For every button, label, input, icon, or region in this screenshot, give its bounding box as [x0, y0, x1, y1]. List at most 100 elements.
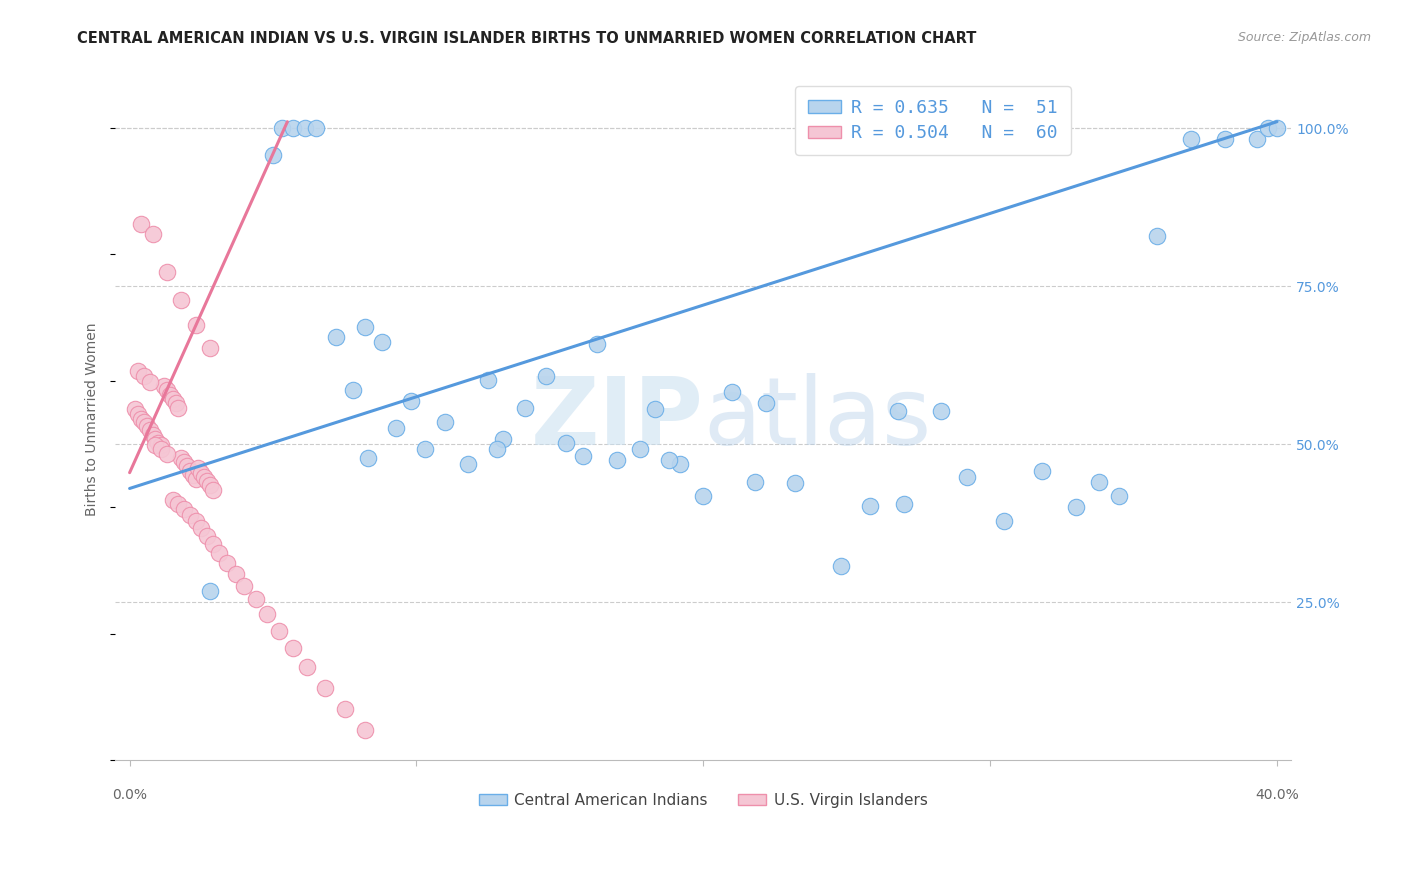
Point	[162, 392, 184, 406]
Point	[233, 579, 256, 593]
Point	[127, 364, 149, 378]
Point	[156, 447, 179, 461]
Text: Source: ZipAtlas.com: Source: ZipAtlas.com	[1237, 31, 1371, 45]
Point	[413, 442, 436, 457]
Point	[195, 529, 218, 543]
Point	[184, 514, 207, 528]
Point	[669, 458, 692, 472]
Point	[1108, 489, 1130, 503]
Point	[993, 514, 1015, 528]
Point	[534, 368, 557, 383]
Text: CENTRAL AMERICAN INDIAN VS U.S. VIRGIN ISLANDER BIRTHS TO UNMARRIED WOMEN CORREL: CENTRAL AMERICAN INDIAN VS U.S. VIRGIN I…	[77, 31, 977, 46]
Point	[170, 451, 193, 466]
Point	[138, 376, 160, 390]
Point	[371, 334, 394, 349]
Point	[129, 412, 152, 426]
Point	[179, 464, 201, 478]
Point	[721, 385, 744, 400]
Point	[135, 419, 157, 434]
Point	[1146, 228, 1168, 243]
Point	[173, 455, 195, 469]
Point	[325, 329, 347, 343]
Point	[956, 470, 979, 484]
Point	[132, 415, 155, 429]
Point	[167, 401, 190, 415]
Point	[195, 474, 218, 488]
Point	[162, 492, 184, 507]
Point	[145, 438, 167, 452]
Point	[457, 458, 479, 472]
Point	[281, 121, 304, 136]
Point	[859, 499, 882, 513]
Point	[181, 467, 204, 482]
Point	[201, 537, 224, 551]
Point	[198, 478, 221, 492]
Point	[1064, 500, 1087, 515]
Text: ZIP: ZIP	[530, 373, 703, 465]
Point	[515, 401, 537, 415]
Point	[262, 147, 284, 161]
Point	[644, 402, 666, 417]
Point	[187, 461, 209, 475]
Point	[692, 489, 714, 503]
Point	[1180, 132, 1202, 146]
Point	[184, 318, 207, 333]
Point	[353, 723, 375, 737]
Point	[245, 592, 267, 607]
Point	[1246, 132, 1268, 146]
Point	[132, 368, 155, 383]
Point	[190, 466, 212, 480]
Point	[270, 121, 292, 136]
Point	[294, 121, 316, 136]
Point	[357, 451, 380, 466]
Point	[198, 341, 221, 355]
Point	[893, 497, 915, 511]
Point	[198, 583, 221, 598]
Y-axis label: Births to Unmarried Women: Births to Unmarried Women	[86, 322, 100, 516]
Point	[159, 388, 181, 402]
Point	[606, 453, 628, 467]
Point	[129, 217, 152, 231]
Point	[1088, 475, 1111, 490]
Text: 0.0%: 0.0%	[112, 788, 148, 802]
Legend: Central American Indians, U.S. Virgin Islanders: Central American Indians, U.S. Virgin Is…	[472, 787, 934, 814]
Point	[267, 624, 290, 638]
Point	[385, 421, 408, 435]
Point	[830, 558, 852, 573]
Point	[353, 320, 375, 334]
Point	[124, 402, 146, 417]
Point	[1265, 121, 1288, 136]
Point	[477, 373, 499, 387]
Point	[225, 566, 247, 581]
Point	[127, 407, 149, 421]
Point	[744, 475, 766, 490]
Point	[434, 415, 457, 429]
Point	[1257, 121, 1279, 136]
Point	[554, 436, 576, 450]
Point	[170, 293, 193, 307]
Point	[179, 508, 201, 522]
Point	[176, 459, 198, 474]
Point	[217, 556, 239, 570]
Point	[586, 337, 609, 351]
Point	[342, 384, 364, 398]
Point	[1215, 132, 1237, 146]
Point	[184, 472, 207, 486]
Point	[785, 476, 807, 491]
Point	[1031, 464, 1053, 478]
Point	[572, 449, 595, 463]
Point	[190, 521, 212, 535]
Point	[142, 227, 165, 242]
Point	[165, 396, 187, 410]
Point	[153, 379, 176, 393]
Point	[281, 640, 304, 655]
Point	[399, 394, 422, 409]
Point	[145, 432, 167, 446]
Point	[305, 121, 328, 136]
Point	[156, 384, 179, 398]
Point	[314, 681, 336, 695]
Text: atlas: atlas	[703, 373, 932, 465]
Point	[142, 427, 165, 442]
Point	[167, 497, 190, 511]
Point	[156, 265, 179, 279]
